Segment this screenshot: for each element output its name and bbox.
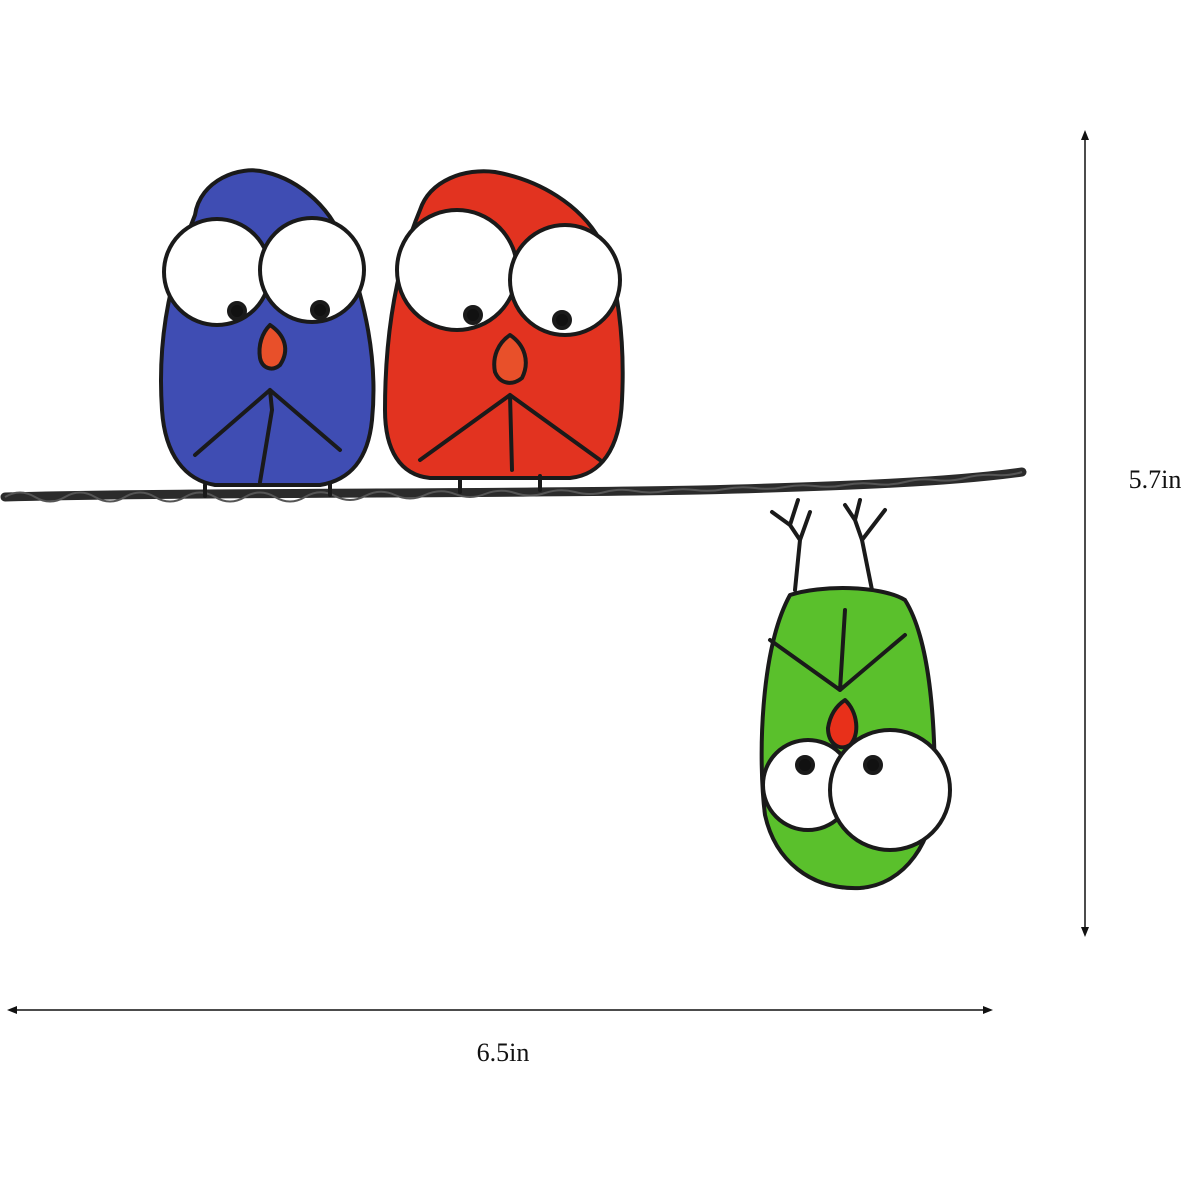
wing-lines	[193, 388, 342, 484]
pupil	[552, 310, 572, 330]
blue-bird	[159, 168, 376, 498]
red-bird	[383, 169, 625, 494]
wire	[0, 467, 1027, 503]
wire-twist	[4, 471, 1023, 503]
wing-lines	[768, 608, 907, 692]
beak	[492, 333, 528, 385]
green-bird	[759, 498, 952, 891]
pupil	[795, 755, 815, 775]
wire-strand	[0, 467, 1027, 502]
eye	[258, 216, 366, 324]
eye	[508, 223, 622, 337]
pupil	[310, 300, 330, 320]
wing-lines	[418, 393, 602, 472]
pupil	[227, 301, 247, 321]
height-label: 5.7in	[1129, 465, 1182, 494]
beak	[826, 698, 859, 750]
pupil	[463, 305, 483, 325]
width-label: 6.5in	[477, 1038, 530, 1067]
beak	[257, 323, 288, 371]
pupil	[863, 755, 883, 775]
eye	[162, 217, 272, 327]
eye	[828, 728, 952, 852]
eye	[395, 208, 519, 332]
leg	[770, 498, 812, 592]
leg	[843, 498, 887, 592]
